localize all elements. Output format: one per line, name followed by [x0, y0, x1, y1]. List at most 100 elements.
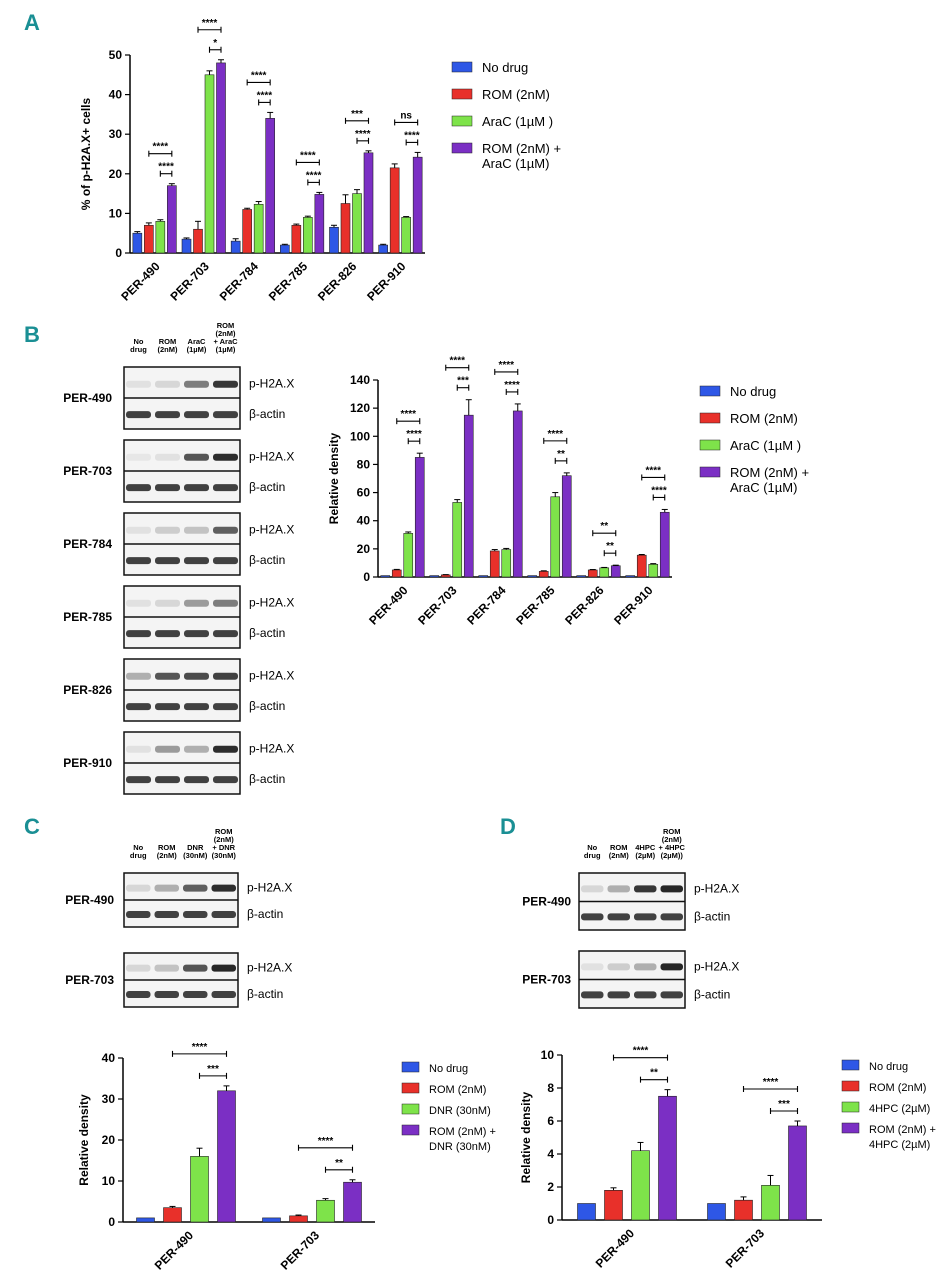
significance-inner-label: **** — [355, 129, 371, 140]
band-p-h2ax — [154, 964, 179, 972]
band-p-h2ax — [155, 745, 180, 753]
band-beta-actin — [634, 913, 657, 921]
y-tick-label: 0 — [108, 1215, 115, 1229]
panel-letter-d: D — [500, 814, 516, 839]
band-beta-actin — [660, 913, 683, 921]
bar-no-drug — [527, 575, 538, 578]
band-beta-actin — [183, 991, 208, 999]
bar-rom — [289, 1215, 308, 1223]
p-h2ax-label: p-H2A.X — [694, 959, 739, 973]
condition-label: drug — [130, 345, 147, 354]
y-tick-label: 40 — [357, 514, 371, 528]
bar-rom — [163, 1207, 182, 1223]
bar-drug — [501, 549, 512, 578]
band-beta-actin — [184, 557, 209, 565]
condition-label: (30nM) — [212, 851, 237, 860]
legend-label: AraC (1µM ) — [730, 438, 801, 453]
beta-actin-label: β-actin — [249, 407, 285, 421]
band-p-h2ax — [634, 885, 657, 893]
bar-no-drug — [625, 575, 636, 578]
y-tick-label: 0 — [547, 1213, 554, 1227]
band-beta-actin — [213, 776, 238, 784]
band-p-h2ax — [211, 964, 236, 972]
y-tick-label: 140 — [350, 373, 370, 387]
bar-rom — [391, 569, 402, 578]
bar-no-drug — [280, 244, 290, 254]
condition-label: No — [134, 337, 144, 346]
bar-no-drug — [181, 238, 192, 254]
significance-outer-label: *** — [351, 109, 363, 120]
legend-swatch-drug — [451, 115, 473, 127]
legend-swatch-combo — [451, 142, 473, 154]
bar-rom — [734, 1199, 753, 1221]
significance-inner-label: **** — [406, 429, 422, 440]
bar-combo — [265, 118, 275, 254]
y-tick-label: 0 — [363, 570, 370, 584]
bar-drug — [155, 221, 166, 254]
band-p-h2ax — [183, 884, 208, 892]
band-p-h2ax — [660, 885, 683, 893]
p-h2ax-label: p-H2A.X — [247, 881, 292, 895]
x-tick-label: PER-703 — [168, 259, 213, 304]
bar-rom — [144, 224, 154, 254]
condition-label: No — [587, 843, 597, 852]
band-p-h2ax — [184, 672, 209, 680]
condition-label: ROM — [217, 321, 235, 330]
significance-outer-label: **** — [318, 1136, 334, 1147]
significance-inner-label: *** — [457, 376, 469, 387]
cell-line-label: PER-490 — [63, 391, 112, 405]
bar-no-drug — [478, 575, 489, 578]
beta-actin-label: β-actin — [249, 626, 285, 640]
y-tick-label: 10 — [109, 206, 123, 220]
p-h2ax-label: p-H2A.X — [694, 881, 739, 895]
band-beta-actin — [155, 703, 180, 711]
bar-drug — [403, 533, 414, 578]
y-axis-label: Relative density — [77, 1094, 91, 1186]
y-tick-label: 0 — [115, 246, 122, 260]
band-p-h2ax — [213, 380, 238, 388]
band-beta-actin — [154, 911, 179, 919]
cell-line-label: PER-784 — [63, 537, 112, 551]
band-beta-actin — [155, 776, 180, 784]
condition-label: (2µM) — [635, 851, 655, 860]
band-p-h2ax — [660, 963, 683, 971]
legend-label: No drug — [869, 1061, 908, 1073]
x-tick-label: PER-703 — [415, 583, 460, 628]
band-beta-actin — [155, 484, 180, 492]
bar-no-drug — [262, 1217, 281, 1223]
beta-actin-label: β-actin — [249, 553, 285, 567]
condition-label: DNR — [187, 843, 204, 852]
bar-combo — [463, 414, 474, 578]
significance-outer-label: **** — [498, 360, 514, 371]
p-h2ax-label: p-H2A.X — [249, 669, 294, 683]
y-tick-label: 60 — [357, 486, 371, 500]
significance-inner-label: *** — [778, 1099, 790, 1110]
significance-outer-label: **** — [763, 1077, 779, 1088]
bar-drug — [631, 1150, 650, 1221]
x-tick-label: PER-910 — [611, 583, 656, 628]
band-p-h2ax — [155, 672, 180, 680]
band-p-h2ax — [213, 745, 238, 753]
x-tick-label: PER-703 — [278, 1228, 323, 1273]
bar-drug — [190, 1156, 209, 1223]
x-tick-label: PER-490 — [118, 259, 163, 304]
band-p-h2ax — [607, 885, 630, 893]
band-p-h2ax — [126, 380, 151, 388]
band-p-h2ax — [155, 599, 180, 607]
legend-label: DNR (30nM) — [429, 1105, 491, 1117]
significance-inner-label: **** — [504, 380, 520, 391]
bar-rom — [193, 228, 203, 254]
x-tick-label: PER-785 — [513, 583, 558, 628]
legend-label: No drug — [482, 60, 528, 75]
significance-inner-label: **** — [158, 162, 174, 173]
cell-line-label: PER-490 — [522, 895, 571, 909]
bar-rom — [340, 203, 351, 254]
band-beta-actin — [213, 411, 238, 419]
x-tick-label: PER-785 — [266, 259, 311, 304]
significance-outer-label: **** — [153, 142, 169, 153]
y-tick-label: 20 — [102, 1133, 116, 1147]
x-tick-label: PER-784 — [217, 259, 262, 304]
